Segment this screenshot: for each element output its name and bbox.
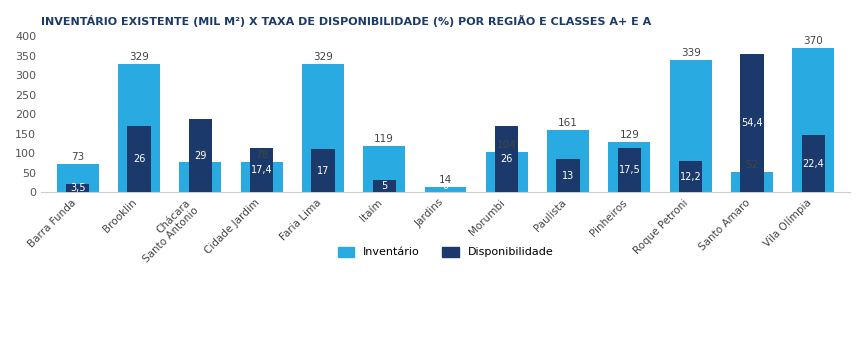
Text: INVENTÁRIO EXISTENTE (MIL M²) X TAXA DE DISPONIBILIDADE (%) POR REGIÃO E CLASSES: INVENTÁRIO EXISTENTE (MIL M²) X TAXA DE … (41, 15, 651, 27)
Text: 54,4: 54,4 (741, 118, 763, 128)
Bar (608, 142, 650, 193)
Bar (547, 130, 589, 193)
Text: 329: 329 (129, 52, 149, 62)
Bar (119, 64, 160, 193)
Bar (127, 126, 151, 193)
Bar (189, 119, 212, 193)
Bar (240, 162, 283, 193)
Text: 52: 52 (746, 160, 759, 170)
Text: 339: 339 (681, 48, 701, 58)
Text: 77: 77 (194, 150, 207, 160)
Bar (792, 48, 834, 193)
Bar (802, 135, 825, 193)
Bar (618, 148, 641, 193)
Bar (363, 146, 405, 193)
Bar (373, 180, 396, 193)
Text: 5: 5 (381, 181, 388, 191)
Bar (740, 54, 764, 193)
Bar (66, 184, 89, 193)
Text: 119: 119 (375, 134, 394, 144)
Bar (179, 162, 221, 193)
Text: 370: 370 (804, 36, 823, 46)
Text: 17,5: 17,5 (618, 165, 640, 175)
Bar (679, 161, 702, 193)
Text: 13: 13 (562, 171, 574, 181)
Text: 22,4: 22,4 (803, 159, 824, 169)
Text: 329: 329 (313, 52, 333, 62)
Text: 29: 29 (194, 150, 207, 160)
Bar (57, 164, 99, 193)
Text: 12,2: 12,2 (680, 172, 702, 182)
Text: 17,4: 17,4 (251, 165, 272, 175)
Legend: Inventário, Disponibilidade: Inventário, Disponibilidade (333, 242, 558, 262)
Bar (670, 60, 712, 193)
Bar (486, 152, 528, 193)
Bar (495, 126, 518, 193)
Text: 3,5: 3,5 (70, 183, 86, 193)
Text: 73: 73 (71, 152, 85, 162)
Bar (425, 187, 466, 193)
Bar (731, 172, 773, 193)
Text: 104: 104 (497, 140, 516, 150)
Text: 129: 129 (619, 130, 639, 140)
Text: 26: 26 (501, 154, 513, 164)
Bar (311, 149, 335, 193)
Bar (302, 64, 344, 193)
Bar (556, 159, 580, 193)
Text: 17: 17 (317, 166, 329, 176)
Text: 14: 14 (439, 175, 452, 185)
Text: 26: 26 (133, 154, 145, 164)
Bar (250, 148, 273, 193)
Text: 161: 161 (558, 118, 578, 128)
Text: 78: 78 (255, 150, 268, 160)
Text: 0: 0 (442, 181, 449, 191)
